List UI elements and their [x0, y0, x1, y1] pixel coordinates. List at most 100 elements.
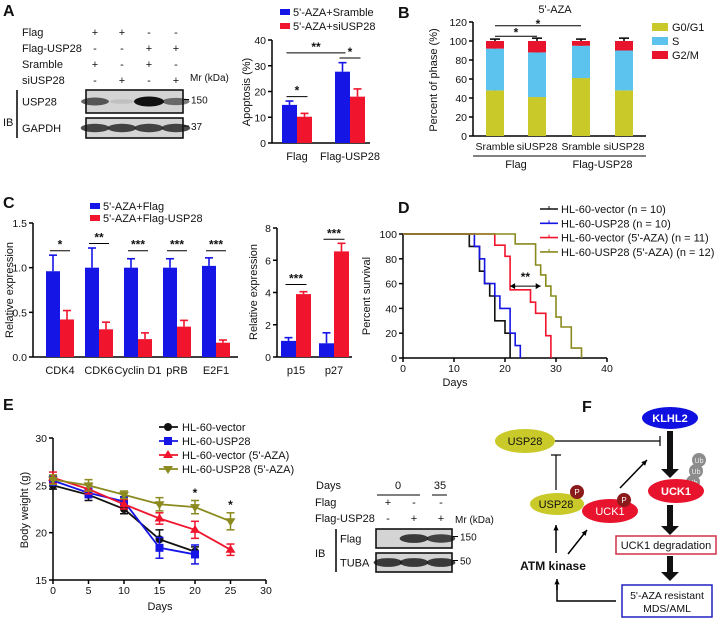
legend-label: HL-60-vector (n = 10) [561, 204, 666, 216]
significance-label: * [348, 45, 353, 59]
bar-flag-s1 [297, 116, 312, 143]
bar-cyclin-d1-s1 [138, 339, 152, 357]
uck1-phospho-label: UCK1 [595, 506, 624, 518]
data-point [225, 518, 236, 527]
legend-label: S [672, 36, 679, 48]
significance-label: ** [311, 40, 321, 54]
lane-sign: - [120, 59, 124, 71]
degradation-arrow [661, 431, 679, 478]
y-tick-label: 15 [35, 575, 47, 587]
significance-label: *** [209, 238, 223, 252]
significance-label: *** [170, 238, 184, 252]
y-tick-label: 8 [265, 223, 271, 235]
data-point [155, 543, 164, 552]
category-label: CDK6 [84, 365, 113, 377]
data-point [154, 501, 165, 510]
blot-label: Flag [340, 534, 361, 546]
row-label: Flag [315, 497, 336, 509]
band [109, 99, 135, 104]
x-tick-label: 0 [400, 363, 406, 375]
significance-label: * [228, 498, 233, 512]
degradation-label: UCK1 degradation [621, 540, 712, 552]
legend-marker [163, 466, 173, 474]
x-axis-label: Days [442, 377, 468, 389]
ib-label: IB [3, 117, 13, 129]
row-label: Flag [22, 27, 43, 39]
band [399, 558, 429, 567]
category-label: CDK4 [45, 365, 74, 377]
survival-curve [403, 233, 522, 358]
row-label: siUSP28 [22, 75, 65, 87]
bar-segment-g2-m [528, 41, 546, 53]
category-label: siUSP28 [604, 141, 645, 153]
legend-label: HL-60-USP28 (n = 10) [561, 218, 671, 230]
bar-cdk6-s1 [99, 329, 113, 357]
row-label: Flag-USP28 [22, 43, 82, 55]
feedback-line [556, 585, 616, 602]
category-label: Cyclin D1 [114, 365, 161, 377]
y-tick-label: 2 [265, 320, 271, 332]
band [373, 558, 403, 567]
legend-swatch [90, 215, 100, 221]
significance-label: * [58, 238, 63, 252]
survival-curve [403, 233, 552, 358]
bar-segment-g0-g1 [528, 97, 546, 136]
category-label: Flag [286, 151, 307, 163]
bar-segment-g2-m [572, 41, 590, 46]
legend-label: HL-60-USP28 (5'-AZA) [182, 464, 294, 476]
category-label: p27 [325, 365, 343, 377]
data-point [83, 482, 94, 491]
row-label: Sramble [22, 59, 63, 71]
bar-p27-s1 [334, 251, 349, 357]
legend-label: 5'-AZA+siUSP28 [293, 21, 376, 33]
klhl2-label: KLHL2 [652, 413, 687, 425]
lane-sign: - [439, 497, 443, 509]
ubiquitin-icon [689, 464, 703, 478]
bar-flag-usp28-s0 [335, 71, 350, 143]
x-tick-label: 25 [225, 585, 237, 597]
klhl2-node [642, 407, 698, 429]
activation-arrow [619, 459, 648, 489]
y-axis-label: Apoptosis (%) [241, 58, 253, 126]
bar-p27-s0 [319, 343, 334, 357]
data-point [190, 524, 200, 533]
data-point [190, 504, 200, 513]
y-tick-label: 0 [260, 138, 266, 150]
category-label: p15 [287, 365, 305, 377]
significance-label: ** [521, 270, 531, 284]
panel-label: C [3, 195, 15, 212]
bar-segment-s [572, 45, 590, 79]
panel-label: B [398, 5, 410, 22]
usp28-phospho-label: USP28 [539, 499, 574, 511]
legend-swatch [90, 203, 100, 209]
bar-e2f1-s1 [216, 342, 230, 357]
y-tick-label: 100 [379, 229, 397, 241]
y-tick-label: 0.0 [12, 352, 27, 364]
category-label: E2F1 [203, 365, 229, 377]
atm-kinase-label: ATM kinase [520, 559, 586, 573]
band [80, 123, 110, 133]
bar-segment-s [486, 48, 504, 91]
y-tick-label: 40 [385, 303, 397, 315]
bar-flag-s0 [282, 104, 297, 143]
x-tick-label: 10 [448, 363, 460, 375]
category-label: pRB [166, 365, 187, 377]
legend-label: HL-60-vector [182, 422, 246, 434]
y-tick-label: 100 [449, 36, 467, 48]
usp28-node [495, 429, 555, 453]
data-point [154, 513, 165, 522]
legend-swatch [652, 51, 668, 59]
ib-label: IB [315, 548, 325, 560]
bar-segment-g2-m [615, 41, 633, 51]
y-axis-label: Percent of phase (%) [428, 28, 440, 131]
y-tick-label: 1.5 [12, 218, 27, 230]
y-tick-label: 60 [385, 279, 397, 291]
survival-curve [403, 233, 583, 358]
band [134, 96, 164, 107]
series-line [52, 476, 231, 551]
y-tick-label: 80 [455, 55, 467, 67]
data-point [225, 544, 236, 553]
bar-segment-g0-g1 [615, 90, 633, 136]
bar-flag-usp28-s1 [350, 96, 365, 143]
legend-marker [164, 423, 172, 431]
